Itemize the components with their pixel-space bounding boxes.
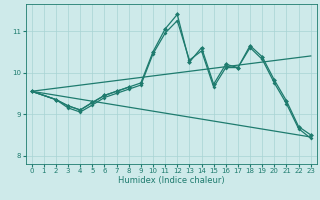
X-axis label: Humidex (Indice chaleur): Humidex (Indice chaleur) <box>118 176 225 185</box>
